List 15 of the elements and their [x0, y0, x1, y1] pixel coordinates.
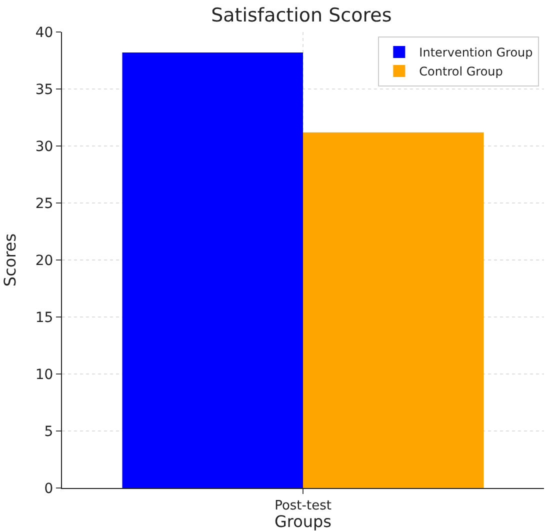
- y-tick-label: 10: [35, 366, 54, 383]
- legend-label: Control Group: [419, 64, 503, 79]
- y-tick-label: 40: [35, 24, 54, 41]
- chart-title: Satisfaction Scores: [211, 4, 392, 26]
- y-tick-label: 15: [35, 310, 54, 326]
- y-axis-title: Scores: [0, 233, 20, 287]
- y-tick-label: 25: [35, 196, 54, 212]
- y-tick-label: 5: [44, 424, 54, 440]
- y-tick-label: 0: [44, 480, 54, 497]
- y-tick-label: 35: [35, 82, 54, 98]
- x-axis-title: Groups: [274, 512, 332, 531]
- y-tick-label: 30: [35, 138, 54, 155]
- y-tick-label: 20: [35, 252, 54, 269]
- x-tick-label: Post-test: [274, 498, 332, 514]
- legend-label: Intervention Group: [419, 46, 533, 60]
